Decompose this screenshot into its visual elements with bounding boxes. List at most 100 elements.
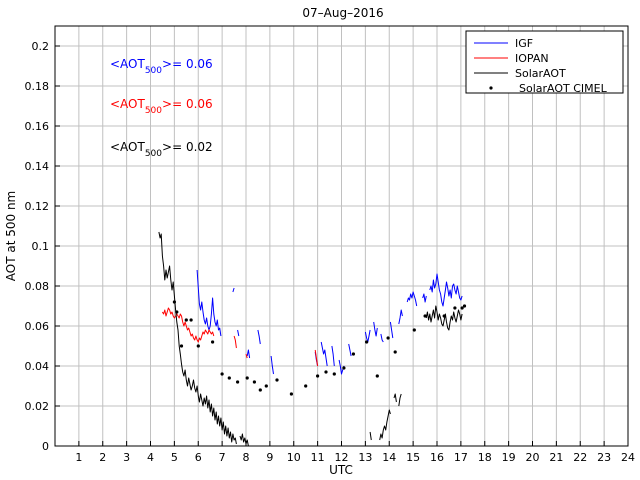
y-tick-label: 0.1 xyxy=(32,240,50,253)
annotation-value: >= 0.06 xyxy=(162,57,213,71)
series-line-solaraot xyxy=(369,431,372,441)
series-line-iopan xyxy=(314,349,319,367)
y-axis-label: AOT at 500 nm xyxy=(4,191,18,281)
x-tick-label: 13 xyxy=(358,451,372,464)
x-tick-label: 9 xyxy=(266,451,273,464)
series-point-solaraot-cimel xyxy=(264,384,268,388)
x-tick-label: 5 xyxy=(171,451,178,464)
series-point-solaraot-cimel xyxy=(252,380,256,384)
x-tick-label: 10 xyxy=(287,451,301,464)
series-line-iopan xyxy=(245,353,248,359)
series-line-igf xyxy=(389,321,394,339)
series-point-solaraot-cimel xyxy=(332,372,336,376)
x-tick-label: 15 xyxy=(406,451,420,464)
series-line-igf xyxy=(406,291,418,307)
annotation-prefix: <AOT xyxy=(110,97,145,111)
x-tick-label: 11 xyxy=(311,451,325,464)
x-tick-label: 6 xyxy=(195,451,202,464)
x-tick-label: 14 xyxy=(382,451,396,464)
x-tick-label: 17 xyxy=(454,451,468,464)
x-tick-label: 23 xyxy=(597,451,611,464)
series-point-solaraot-cimel xyxy=(245,376,249,380)
x-tick-label: 8 xyxy=(243,451,250,464)
series-point-solaraot-cimel xyxy=(275,378,279,382)
series-point-solaraot-cimel xyxy=(386,336,390,340)
y-tick-label: 0.08 xyxy=(25,280,50,293)
x-tick-label: 24 xyxy=(621,451,635,464)
series-line-igf xyxy=(348,343,352,357)
series-line-solaraot xyxy=(239,433,249,447)
series-line-igf xyxy=(270,355,274,375)
legend-label-solaraot-cimel: SolarAOT CIMEL xyxy=(519,82,608,95)
series-point-solaraot-cimel xyxy=(375,374,379,378)
series-point-solaraot-cimel xyxy=(189,318,193,322)
series-point-solaraot-cimel xyxy=(175,310,179,314)
annotation-prefix: <AOT xyxy=(110,57,145,71)
series-line-solaraot xyxy=(425,305,463,331)
series-line-igf xyxy=(422,293,427,303)
series-point-solaraot-cimel xyxy=(442,314,446,318)
mean-annotations: <AOT500>= 0.06<AOT500>= 0.06<AOT500>= 0.… xyxy=(110,57,213,159)
y-tick-label: 0.2 xyxy=(32,40,50,53)
series-point-solaraot-cimel xyxy=(462,304,467,308)
legend-swatch-solaraot-cimel xyxy=(489,86,493,90)
series-point-solaraot-cimel xyxy=(365,340,369,344)
series-point-solaraot-cimel xyxy=(304,384,308,388)
x-tick-label: 18 xyxy=(478,451,492,464)
x-tick-label: 2 xyxy=(99,451,106,464)
x-axis-ticks: 1 2 3 4 5 6 7 8 9 10 11 12 13 14 15 16 17 18 19 20 21 22 23 24 xyxy=(75,441,635,464)
mean-annotation-solaraot: <AOT500>= 0.02 xyxy=(110,140,213,159)
series-line-iopan xyxy=(161,307,215,343)
x-tick-label: 22 xyxy=(573,451,587,464)
x-tick-label: 4 xyxy=(147,451,154,464)
series-point-solaraot-cimel xyxy=(412,328,416,332)
x-axis-label: UTC xyxy=(329,463,353,477)
annotation-subscript: 500 xyxy=(145,149,162,159)
series-point-solaraot-cimel xyxy=(258,388,262,392)
y-tick-label: 0.16 xyxy=(25,120,50,133)
series-line-igf xyxy=(320,341,328,367)
y-tick-label: 0.14 xyxy=(25,160,50,173)
annotation-subscript: 500 xyxy=(145,66,162,76)
x-tick-label: 12 xyxy=(335,451,349,464)
y-tick-label: 0.06 xyxy=(25,320,50,333)
annotation-value: >= 0.06 xyxy=(162,97,213,111)
legend-box xyxy=(465,30,624,94)
x-tick-label: 7 xyxy=(219,451,226,464)
y-tick-label: 0.02 xyxy=(25,400,50,413)
plot-series-points xyxy=(172,300,467,396)
series-line-solaraot xyxy=(398,393,402,407)
series-point-solaraot-cimel xyxy=(179,344,184,348)
series-line-igf xyxy=(429,273,463,307)
series-point-solaraot-cimel xyxy=(236,380,240,384)
legend-label-igf: IGF xyxy=(515,37,533,50)
series-line-igf xyxy=(380,333,384,343)
series-point-solaraot-cimel xyxy=(393,350,397,354)
y-axis-ticks: 0 0.02 0.04 0.06 0.08 0.1 0.12 0.14 0.16 0.18 0.2 xyxy=(25,40,60,453)
series-point-solaraot-cimel xyxy=(342,366,346,370)
legend-label-solaraot: SolarAOT xyxy=(515,67,566,80)
series-point-solaraot-cimel xyxy=(453,306,457,310)
series-point-solaraot-cimel xyxy=(211,340,215,344)
series-point-solaraot-cimel xyxy=(351,352,355,356)
series-point-solaraot-cimel xyxy=(220,372,224,376)
series-point-solaraot-cimel xyxy=(289,392,293,396)
series-line-solaraot xyxy=(158,231,237,445)
annotation-prefix: <AOT xyxy=(110,140,145,154)
series-line-iopan xyxy=(233,335,237,349)
annotation-subscript: 500 xyxy=(145,106,162,116)
series-line-igf xyxy=(398,309,403,325)
annotation-value: >= 0.02 xyxy=(162,140,213,154)
x-tick-label: 3 xyxy=(123,451,130,464)
series-point-solaraot-cimel xyxy=(423,314,427,318)
mean-annotation-igf: <AOT500>= 0.06 xyxy=(110,57,213,76)
y-tick-label: 0.12 xyxy=(25,200,50,213)
series-line-solaraot xyxy=(379,409,391,441)
series-point-solaraot-cimel xyxy=(172,300,176,304)
series-line-igf xyxy=(331,345,335,367)
series-point-solaraot-cimel xyxy=(316,374,320,378)
y-tick-label: 0.04 xyxy=(25,360,50,373)
series-point-solaraot-cimel xyxy=(460,306,464,310)
x-tick-label: 1 xyxy=(75,451,82,464)
